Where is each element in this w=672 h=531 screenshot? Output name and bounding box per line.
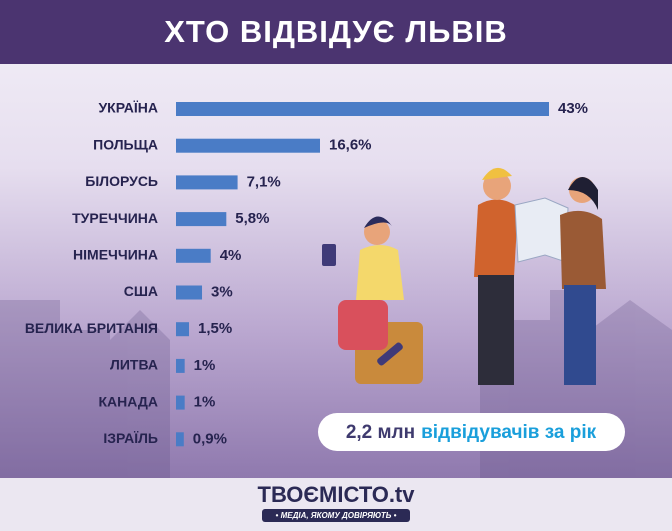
value-label: 5,8%	[235, 210, 269, 227]
illustration	[322, 167, 606, 385]
category-label: НІМЕЧЧИНА	[73, 247, 158, 263]
bar	[176, 285, 203, 300]
city-silhouette	[0, 290, 672, 478]
bar-chart: УКРАЇНА 43% ПОЛЬЩА 16,6% БІЛОРУСЬ 7,1% ТУРЕЧЧИ…	[25, 100, 588, 448]
bar	[176, 248, 211, 263]
annotation-text: 2,2 млн відвідувачів за рік	[346, 422, 597, 443]
category-label: БІЛОРУСЬ	[85, 173, 158, 189]
footer-band	[0, 478, 672, 531]
category-label: КАНАДА	[99, 393, 158, 409]
category-label: ВЕЛИКА БРИТАНІЯ	[25, 320, 158, 336]
value-label: 16,6%	[329, 137, 372, 154]
category-label: США	[124, 283, 158, 299]
value-label: 4%	[220, 247, 242, 264]
bar	[176, 358, 185, 373]
annotation-amount: 2,2 млн	[346, 422, 415, 443]
footer-logo: ТВОЄМІСТО.tv	[258, 482, 416, 507]
value-label: 1,5%	[198, 320, 232, 337]
category-label: УКРАЇНА	[98, 100, 158, 116]
chart-title: ХТО ВІДВІДУЄ ЛЬВІВ	[164, 14, 508, 49]
bar	[176, 102, 549, 116]
bar	[176, 432, 184, 447]
bar	[176, 322, 190, 337]
bar	[176, 175, 238, 190]
bar	[176, 395, 185, 410]
annotation-rest: відвідувачів за рік	[421, 422, 597, 443]
footer-tagline: • МЕДІА, ЯКОМУ ДОВІРЯЮТЬ •	[276, 511, 397, 520]
category-label: ТУРЕЧЧИНА	[72, 210, 158, 226]
bar	[176, 212, 227, 227]
value-label: 7,1%	[247, 173, 281, 190]
category-label: ІЗРАЇЛЬ	[103, 430, 158, 446]
value-label: 1%	[194, 357, 216, 374]
value-label: 1%	[194, 394, 216, 411]
header-band	[0, 0, 672, 64]
bar	[176, 138, 320, 153]
category-label: ЛИТВА	[110, 357, 158, 373]
value-label: 3%	[211, 283, 233, 300]
value-label: 0,9%	[193, 430, 227, 447]
annotation: 2,2 млн відвідувачів за рік	[318, 413, 625, 451]
value-label: 43%	[558, 100, 588, 117]
category-label: ПОЛЬЩА	[93, 136, 158, 152]
annotation-pill	[318, 413, 625, 451]
tagline-pill	[262, 509, 410, 522]
